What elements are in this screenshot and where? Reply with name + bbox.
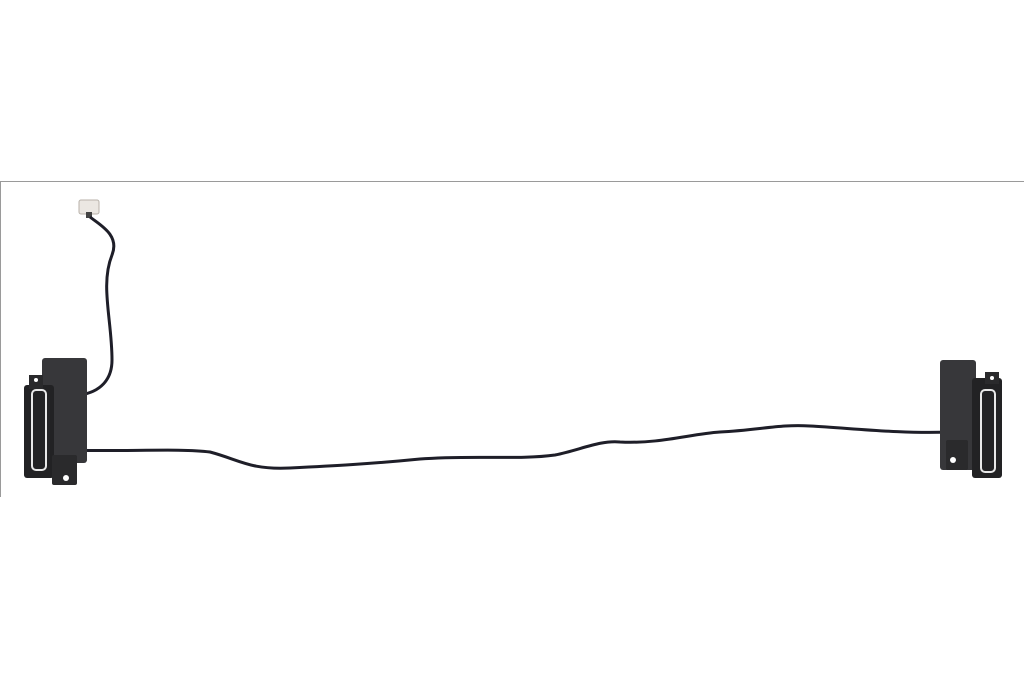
cable-between-speakers	[67, 424, 951, 470]
left-speaker	[24, 358, 87, 485]
cable-to-connector	[79, 215, 116, 397]
right-speaker	[940, 360, 1002, 478]
connector-plug	[78, 199, 100, 218]
